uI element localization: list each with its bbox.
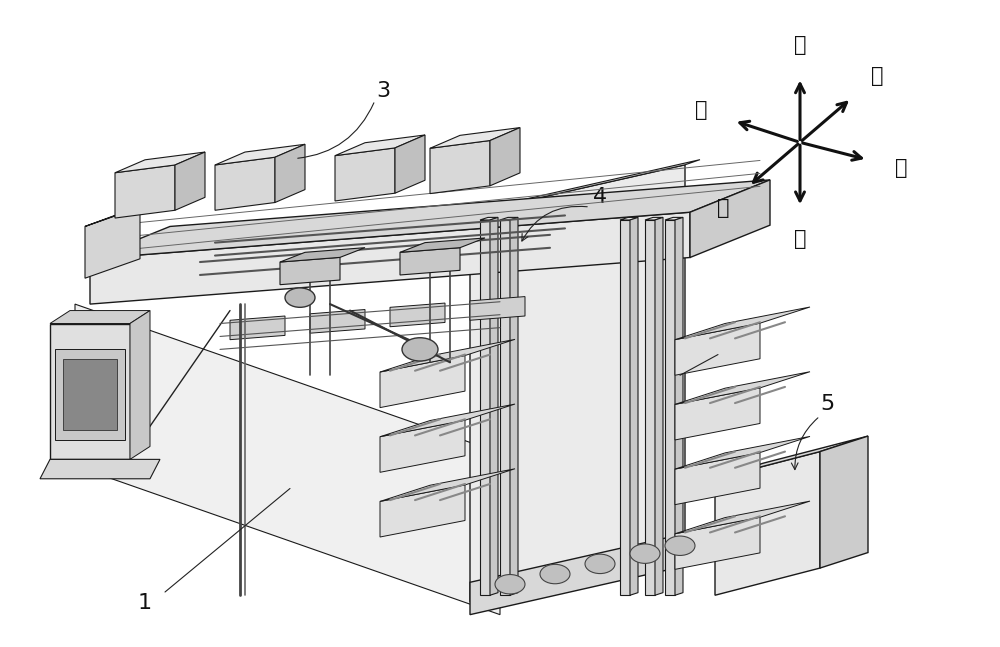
Polygon shape: [480, 220, 490, 595]
Polygon shape: [655, 217, 663, 595]
Polygon shape: [675, 371, 810, 404]
Text: 上: 上: [794, 36, 806, 55]
Text: 下: 下: [794, 230, 806, 249]
Polygon shape: [675, 307, 810, 340]
Polygon shape: [380, 356, 465, 408]
Text: 1: 1: [138, 593, 152, 613]
Polygon shape: [470, 165, 685, 602]
Circle shape: [630, 544, 660, 564]
Polygon shape: [620, 220, 630, 595]
Polygon shape: [280, 258, 340, 285]
Polygon shape: [90, 180, 770, 259]
Polygon shape: [430, 140, 490, 193]
Polygon shape: [50, 311, 150, 324]
Polygon shape: [390, 303, 445, 327]
Polygon shape: [630, 217, 638, 595]
Polygon shape: [50, 324, 130, 459]
Text: 后: 后: [695, 100, 707, 120]
Polygon shape: [665, 220, 675, 595]
Polygon shape: [215, 157, 275, 210]
Polygon shape: [40, 459, 160, 479]
Polygon shape: [675, 323, 760, 375]
Polygon shape: [275, 144, 305, 203]
Polygon shape: [380, 339, 515, 372]
Polygon shape: [130, 311, 150, 459]
Polygon shape: [645, 220, 655, 595]
Polygon shape: [335, 148, 395, 201]
Text: 左: 左: [717, 199, 729, 219]
Polygon shape: [380, 468, 515, 501]
Polygon shape: [430, 127, 520, 148]
Polygon shape: [500, 220, 510, 595]
Text: 前: 前: [895, 159, 907, 179]
Polygon shape: [665, 217, 683, 220]
Polygon shape: [820, 436, 868, 568]
Circle shape: [585, 554, 615, 573]
Polygon shape: [90, 212, 690, 304]
Text: 右: 右: [871, 66, 883, 86]
Polygon shape: [380, 485, 465, 537]
Polygon shape: [63, 359, 117, 430]
Circle shape: [665, 536, 695, 555]
Polygon shape: [400, 238, 485, 252]
Polygon shape: [480, 217, 498, 220]
Circle shape: [402, 338, 438, 361]
Text: 3: 3: [376, 81, 390, 100]
Circle shape: [540, 564, 570, 584]
Circle shape: [495, 575, 525, 594]
Polygon shape: [470, 160, 700, 214]
Polygon shape: [490, 217, 498, 595]
Polygon shape: [395, 135, 425, 193]
Text: 2: 2: [728, 345, 742, 364]
Polygon shape: [470, 532, 690, 615]
Polygon shape: [675, 388, 760, 440]
Polygon shape: [500, 217, 518, 220]
Polygon shape: [85, 207, 140, 278]
Polygon shape: [380, 404, 515, 437]
Polygon shape: [115, 152, 205, 173]
Polygon shape: [715, 452, 820, 595]
Polygon shape: [280, 248, 365, 262]
Text: 5: 5: [820, 395, 834, 414]
Polygon shape: [310, 309, 365, 333]
Polygon shape: [75, 304, 500, 615]
Polygon shape: [215, 144, 305, 165]
Polygon shape: [675, 518, 760, 569]
Polygon shape: [675, 217, 683, 595]
Polygon shape: [85, 194, 170, 226]
Polygon shape: [470, 296, 525, 320]
Polygon shape: [115, 165, 175, 218]
Polygon shape: [335, 135, 425, 156]
Polygon shape: [510, 217, 518, 595]
Polygon shape: [715, 436, 868, 479]
Polygon shape: [490, 127, 520, 186]
Polygon shape: [55, 349, 125, 440]
Polygon shape: [175, 152, 205, 210]
Polygon shape: [675, 453, 760, 505]
Polygon shape: [230, 316, 285, 340]
Polygon shape: [675, 501, 810, 534]
Polygon shape: [400, 248, 460, 275]
Polygon shape: [675, 436, 810, 469]
Polygon shape: [690, 180, 770, 258]
Polygon shape: [645, 217, 663, 220]
Polygon shape: [380, 421, 465, 472]
Text: 4: 4: [593, 188, 607, 207]
Polygon shape: [620, 217, 638, 220]
Circle shape: [285, 288, 315, 307]
